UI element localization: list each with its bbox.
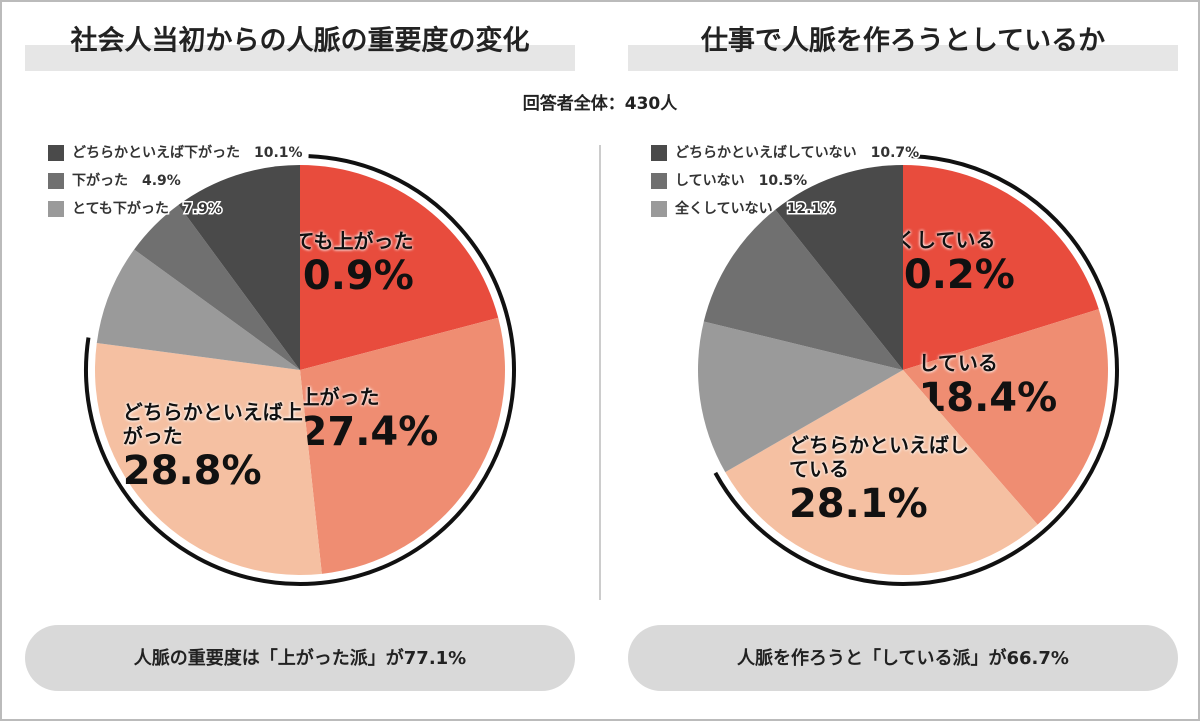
slice-label-box: とても上がった 20.9% [275, 229, 465, 299]
group-arc [84, 154, 516, 586]
legend-value: 12.1% [787, 201, 836, 217]
legend-value: 10.5% [759, 173, 808, 189]
pie-slice [95, 343, 322, 575]
slice-label-value: 18.4% [918, 375, 1058, 422]
legend-label: とても下がった 7.9% [72, 200, 222, 217]
legend-label: 下がった 4.9% [72, 172, 181, 189]
pie-slice [698, 321, 903, 473]
legend-swatch [651, 145, 667, 161]
pie-slice [134, 204, 300, 370]
slice-label-box: よくしている 20.2% [876, 228, 1066, 298]
pie-slice [775, 165, 903, 370]
slice-label-value: 20.2% [876, 251, 1015, 298]
slice-label-name: している [918, 351, 998, 376]
pie-slice [703, 209, 903, 370]
summary-pill [25, 625, 575, 691]
slice-label-name: どちらかといえば上がった [122, 400, 303, 449]
legend-label: 全くしていない 12.1% [674, 200, 835, 217]
legend-name: とても下がった [72, 200, 169, 217]
legend-label: どちらかといえば下がった 10.1% [72, 144, 303, 161]
legend-name: 全くしていない [674, 200, 773, 217]
title-band [25, 45, 575, 71]
summary-pill [628, 625, 1178, 691]
legend-swatch [48, 201, 64, 217]
slice-label-name: どちらかといえばしている [788, 433, 969, 482]
legend-name: どちらかといえば下がった [72, 144, 240, 161]
slice-label-box: どちらかといえばしている 28.1% [789, 433, 979, 527]
slice-label-box: どちらかといえば上がった 28.8% [123, 400, 313, 494]
slice-label-value: 28.8% [122, 448, 262, 495]
pie-slice [300, 165, 499, 370]
pie-slice [178, 165, 300, 370]
pie-slice [96, 249, 300, 370]
pie-slice [903, 309, 1108, 525]
pie-slice [300, 317, 505, 574]
legend-swatch [48, 145, 64, 161]
slice-label-value: 27.4% [299, 409, 439, 456]
chart-title: 社会人当初からの人脈の重要度の変化 [71, 25, 530, 57]
pie-slice [903, 165, 1099, 370]
slice-label-box: 上がった 27.4% [300, 385, 490, 455]
subtitle: 回答者全体：430人 [523, 93, 678, 114]
legend-swatch [48, 173, 64, 189]
legend-name: 下がった [72, 172, 128, 189]
legend-value: 10.1% [254, 145, 303, 161]
summary: 人脈を作ろうと「している派」が66.7% [737, 647, 1069, 669]
slice-label-box: している 18.4% [918, 351, 1108, 421]
legend-value: 7.9% [183, 201, 222, 217]
legend-swatch [651, 173, 667, 189]
legend-value: 10.7% [871, 145, 920, 161]
pie-slice [725, 370, 1038, 576]
legend-label: どちらかといえばしていない 10.7% [675, 145, 919, 161]
legend-name: どちらかといえばしていない [675, 145, 857, 161]
group-arc [713, 154, 1119, 586]
legend-value: 4.9% [142, 173, 181, 189]
legend-name: していない [675, 173, 745, 189]
chart-title: 仕事で人脈を作ろうとしているか [700, 26, 1105, 57]
slice-label-name: とても上がった [275, 229, 414, 254]
summary: 人脈の重要度は「上がった派」が77.1% [134, 647, 466, 669]
slice-label-name: よくしている [876, 227, 996, 252]
slice-label-name: 上がった [299, 385, 380, 410]
title-band [628, 45, 1178, 71]
slice-label-value: 20.9% [275, 253, 414, 300]
slice-label-value: 28.1% [788, 481, 928, 528]
legend-label: していない 10.5% [675, 173, 807, 189]
legend-swatch [651, 201, 667, 217]
